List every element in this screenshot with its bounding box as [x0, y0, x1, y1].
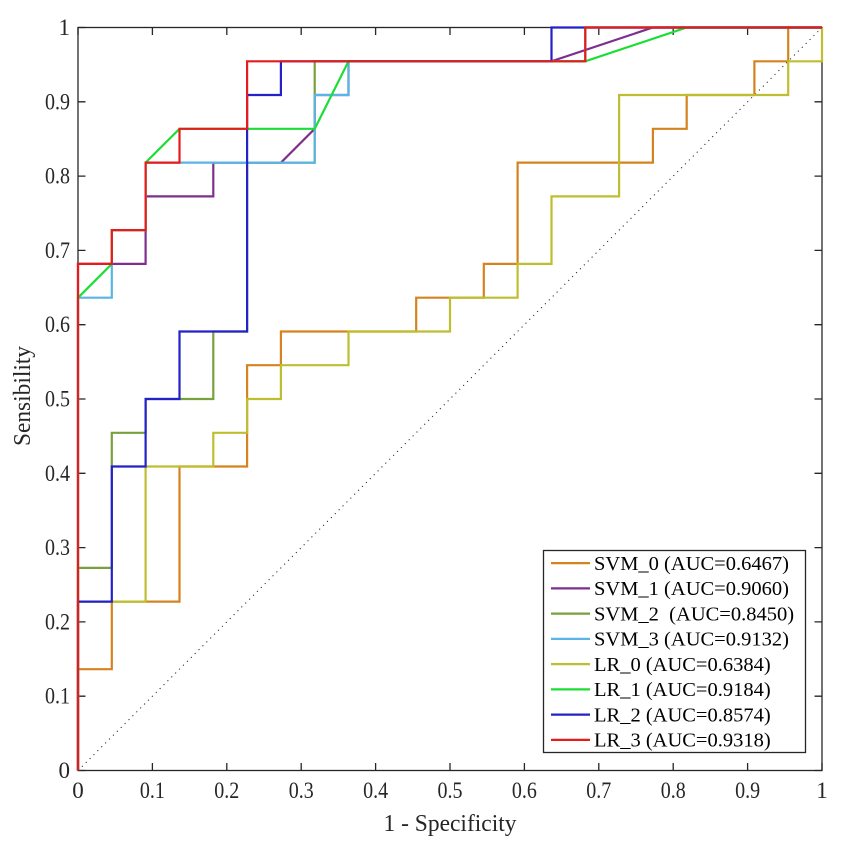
svg-text:0.5: 0.5 — [438, 778, 463, 803]
svg-text:1: 1 — [816, 778, 828, 803]
svg-text:0.1: 0.1 — [140, 778, 165, 803]
svg-text:0.6: 0.6 — [45, 312, 70, 337]
svg-text:0: 0 — [59, 758, 71, 783]
svg-text:0.2: 0.2 — [214, 778, 239, 803]
svg-text:0.5: 0.5 — [45, 387, 70, 412]
svg-text:0.9: 0.9 — [735, 778, 760, 803]
svg-text:0.3: 0.3 — [289, 778, 314, 803]
svg-text:0.9: 0.9 — [45, 89, 70, 114]
svg-text:LR_1 (AUC=0.9184): LR_1 (AUC=0.9184) — [594, 679, 771, 701]
svg-text:SVM_1 (AUC=0.9060): SVM_1 (AUC=0.9060) — [594, 578, 789, 600]
svg-text:1: 1 — [59, 15, 71, 40]
svg-text:0.1: 0.1 — [45, 684, 70, 709]
svg-text:0: 0 — [72, 778, 84, 803]
svg-text:0.4: 0.4 — [45, 461, 70, 486]
svg-text:0.8: 0.8 — [661, 778, 686, 803]
svg-text:0.7: 0.7 — [45, 238, 70, 263]
svg-text:LR_2 (AUC=0.8574): LR_2 (AUC=0.8574) — [594, 704, 771, 726]
svg-text:LR_0 (AUC=0.6384): LR_0 (AUC=0.6384) — [594, 654, 771, 676]
svg-text:SVM_2 (AUC=0.8450): SVM_2 (AUC=0.8450) — [594, 603, 794, 625]
svg-text:1 - Specificity: 1 - Specificity — [384, 811, 517, 837]
svg-text:0.7: 0.7 — [586, 778, 611, 803]
svg-text:SVM_0 (AUC=0.6467): SVM_0 (AUC=0.6467) — [594, 553, 789, 575]
svg-text:LR_3 (AUC=0.9318): LR_3 (AUC=0.9318) — [594, 730, 771, 752]
svg-text:0.8: 0.8 — [45, 164, 70, 189]
svg-text:0.2: 0.2 — [45, 609, 70, 634]
svg-text:SVM_3 (AUC=0.9132): SVM_3 (AUC=0.9132) — [594, 629, 789, 651]
svg-text:0.3: 0.3 — [45, 535, 70, 560]
svg-text:0.4: 0.4 — [363, 778, 388, 803]
svg-text:0.6: 0.6 — [512, 778, 537, 803]
svg-text:Sensibility: Sensibility — [10, 346, 36, 446]
